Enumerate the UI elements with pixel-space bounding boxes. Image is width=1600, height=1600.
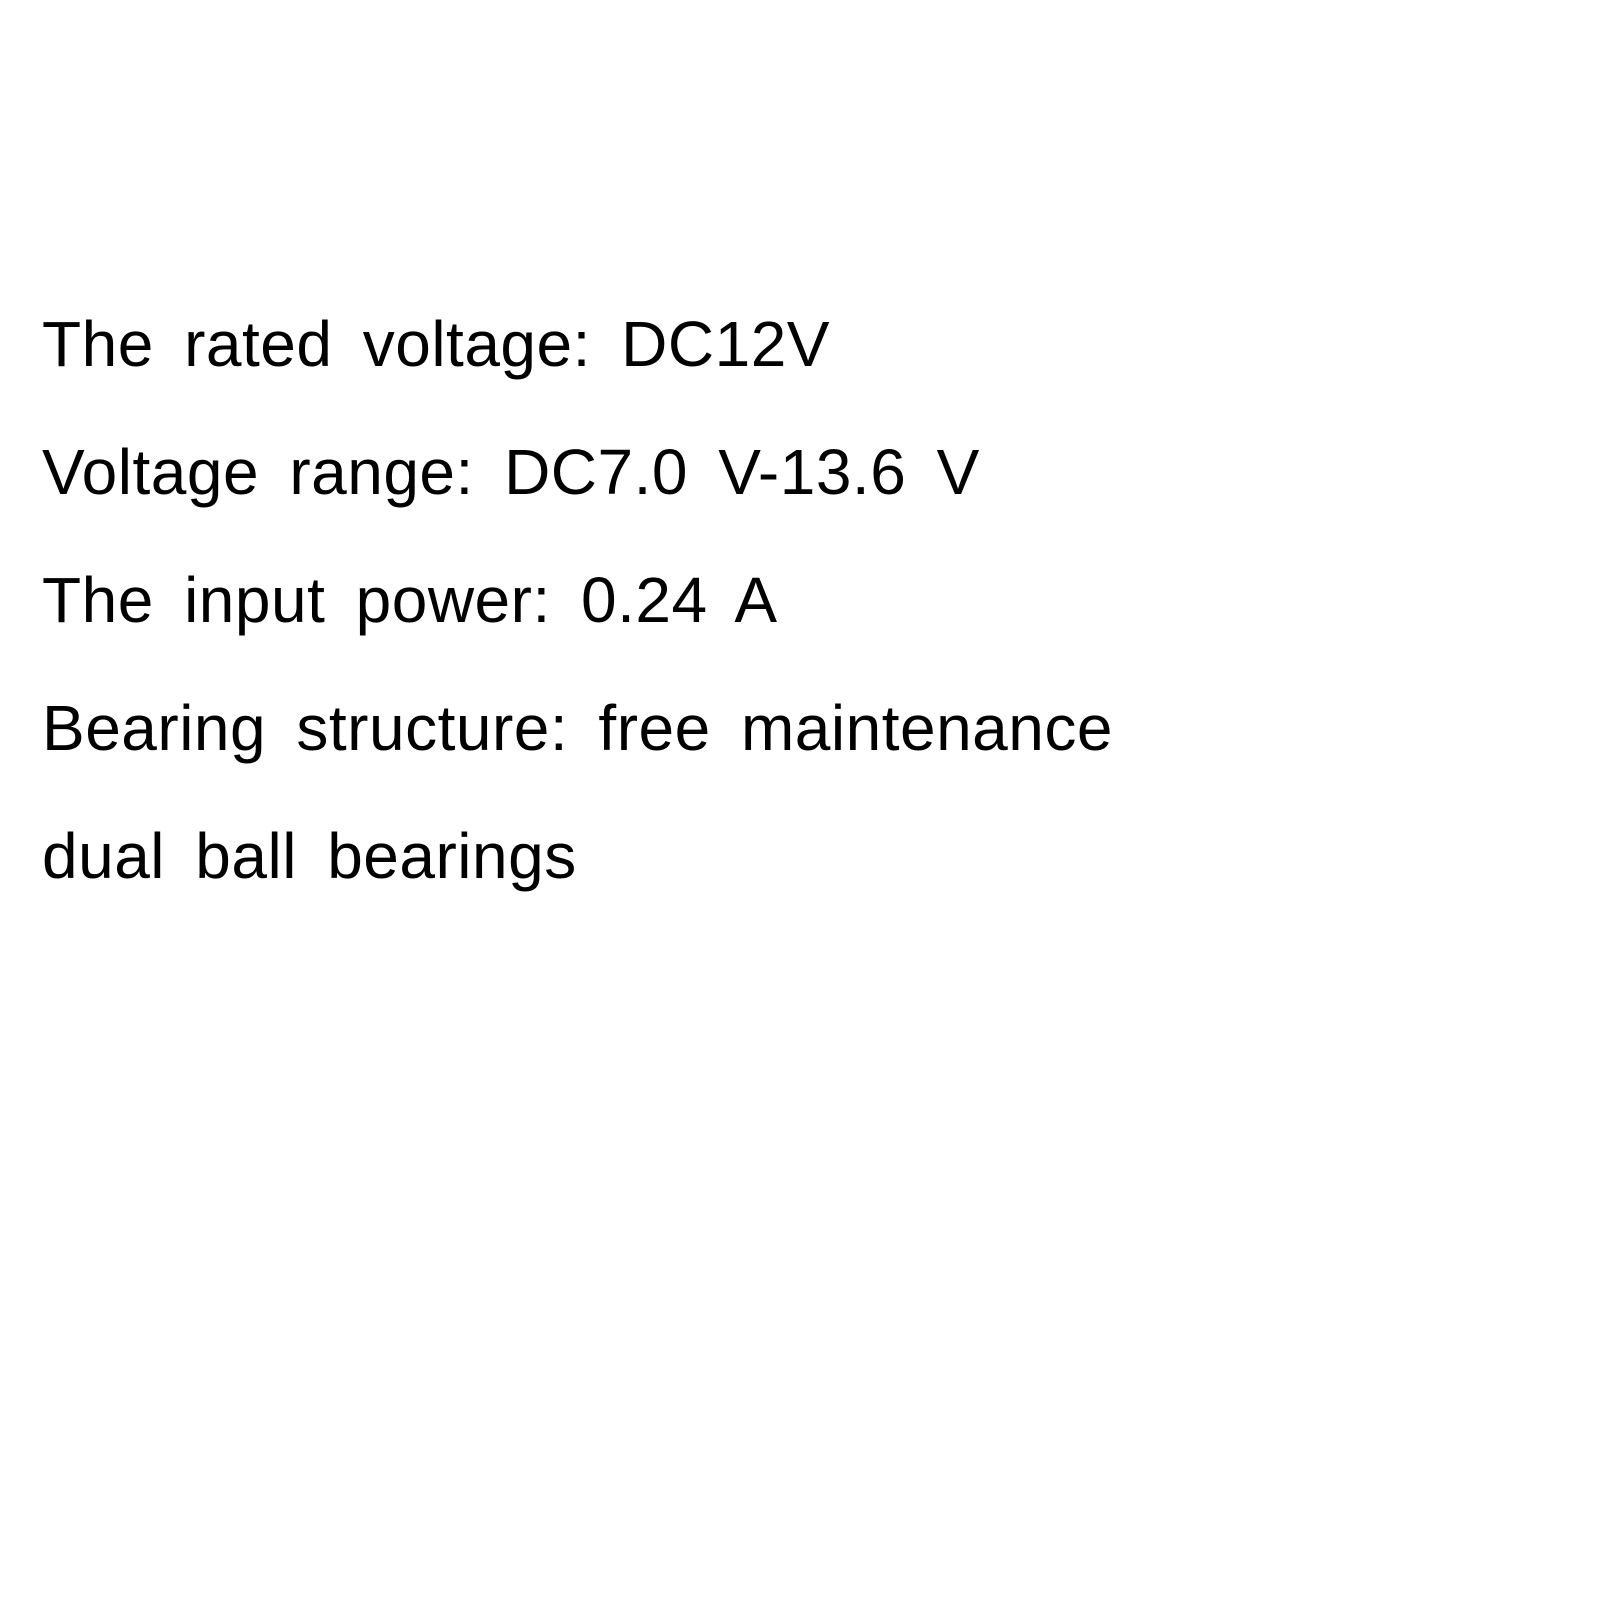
spec-value: dual ball bearings bbox=[42, 820, 577, 892]
spec-label: Voltage range: bbox=[42, 436, 474, 508]
spec-value: free maintenance bbox=[598, 692, 1113, 764]
spec-line-voltage-range: Voltage range: DC7.0 V-13.6 V bbox=[42, 408, 1562, 536]
spec-line-input-power: The input power: 0.24 A bbox=[42, 536, 1562, 664]
spec-value: DC12V bbox=[621, 308, 830, 380]
spec-label: The input power: bbox=[42, 564, 551, 636]
spec-text-block: The rated voltage: DC12V Voltage range: … bbox=[42, 280, 1562, 920]
spec-label: The rated voltage: bbox=[42, 308, 591, 380]
spec-line-bearing-structure: Bearing structure: free maintenance bbox=[42, 664, 1562, 792]
spec-value: DC7.0 V-13.6 V bbox=[504, 436, 980, 508]
spec-line-rated-voltage: The rated voltage: DC12V bbox=[42, 280, 1562, 408]
spec-label: Bearing structure: bbox=[42, 692, 568, 764]
spec-line-bearing-continuation: dual ball bearings bbox=[42, 792, 1562, 920]
spec-value: 0.24 A bbox=[581, 564, 778, 636]
